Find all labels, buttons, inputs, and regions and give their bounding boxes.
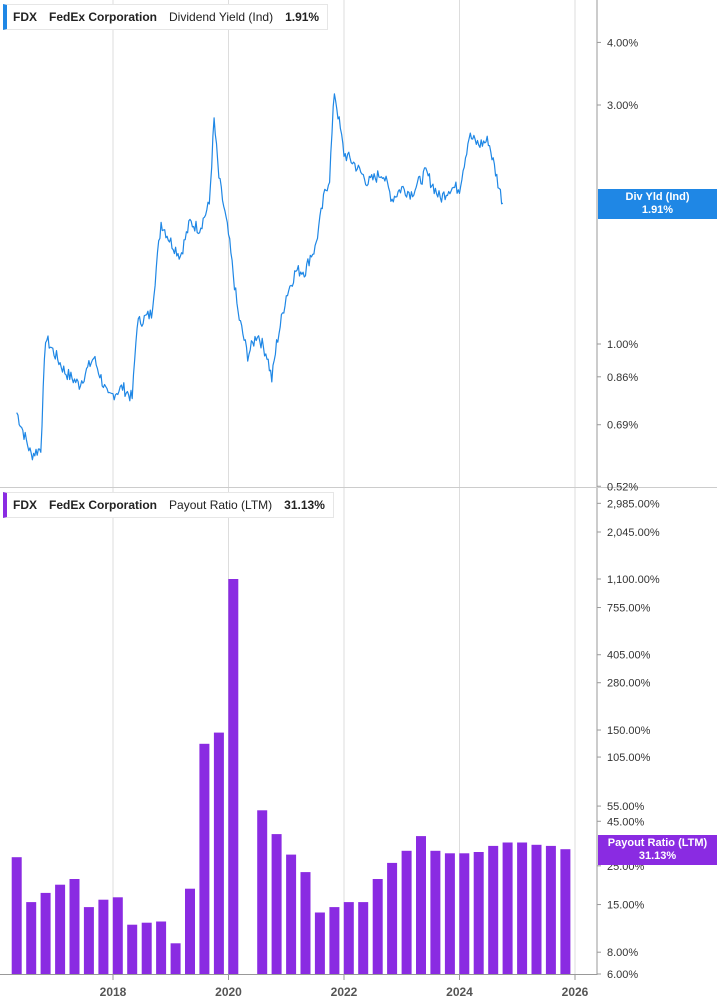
y-tick-label: 0.52%: [607, 481, 638, 493]
legend-company: FedEx Corporation: [49, 10, 158, 24]
payout-bar: [387, 862, 398, 974]
x-tick-label-2022: 2022: [331, 985, 358, 999]
badge-value: 31.13%: [638, 850, 677, 862]
payout-bar: [329, 907, 340, 974]
payout-ratio-panel: [11, 579, 571, 974]
y-tick-label: 755.00%: [607, 603, 651, 615]
payout-bar: [271, 834, 282, 974]
y-tick-label: 6.00%: [607, 969, 638, 981]
dividend-yield-badge: Div Yld (Ind) 1.91%: [598, 189, 717, 219]
payout-bar: [560, 849, 571, 974]
dividend-yield-line: [16, 93, 504, 461]
payout-bar: [401, 850, 412, 974]
payout-bar: [199, 743, 210, 974]
payout-bar: [300, 872, 311, 974]
y-tick-label: 0.86%: [607, 372, 638, 384]
y-tick-label: 280.00%: [607, 678, 651, 690]
payout-bar: [517, 842, 528, 974]
x-tick-label-2026: 2026: [562, 985, 589, 999]
payout-ratio-y-axis: 2,985.00% 2,045.00% 1,100.00% 755.00% 405.00…: [597, 498, 660, 981]
payout-bar: [488, 845, 499, 974]
x-tick-label-2018: 2018: [100, 985, 127, 999]
legend-metric: Payout Ratio (LTM): [169, 498, 273, 512]
payout-bar: [11, 857, 22, 974]
y-tick-label: 0.69%: [607, 420, 638, 432]
payout-bar: [459, 853, 470, 974]
payout-bar: [83, 907, 94, 974]
payout-bar: [372, 879, 383, 974]
y-tick-label: 2,985.00%: [607, 498, 660, 510]
axes: [0, 0, 717, 975]
payout-bar: [286, 854, 297, 974]
payout-bar: [170, 943, 181, 974]
payout-bar: [55, 884, 66, 974]
payout-bar: [257, 810, 268, 974]
payout-bar: [40, 892, 51, 974]
x-axis: 2018 2020 2022 2024 2026: [100, 974, 589, 999]
payout-bar: [343, 902, 354, 974]
payout-bar: [156, 921, 167, 974]
payout-bar: [69, 879, 80, 974]
legend-metric: Dividend Yield (Ind): [169, 10, 274, 24]
payout-bar: [314, 912, 325, 974]
payout-bar: [358, 902, 369, 974]
dividend-yield-y-axis: 4.00% 3.00% 1.00% 0.86% 0.69% 0.52%: [597, 37, 638, 493]
payout-bar: [545, 845, 556, 974]
y-tick-label: 8.00%: [607, 947, 638, 959]
payout-bar: [444, 853, 455, 974]
payout-ratio-badge: Payout Ratio (LTM) 31.13%: [598, 835, 717, 865]
payout-bar: [213, 732, 224, 974]
payout-bar: [473, 852, 484, 974]
payout-bar: [112, 897, 123, 974]
legend-ticker: FDX: [13, 498, 37, 512]
y-tick-label: 1.00%: [607, 339, 638, 351]
payout-bar: [416, 836, 426, 974]
y-tick-label: 55.00%: [607, 801, 645, 813]
y-tick-label: 150.00%: [607, 725, 651, 737]
payout-ratio-legend[interactable]: FDX FedEx Corporation Payout Ratio (LTM)…: [3, 492, 334, 518]
legend-ticker: FDX: [13, 10, 37, 24]
x-tick-label-2020: 2020: [215, 985, 242, 999]
legend-value: 31.13%: [284, 498, 325, 512]
y-tick-label: 4.00%: [607, 37, 638, 49]
payout-bar: [228, 579, 239, 974]
payout-bar: [98, 899, 109, 974]
y-tick-label: 3.00%: [607, 100, 638, 112]
y-tick-label: 2,045.00%: [607, 527, 660, 539]
payout-bar: [127, 924, 138, 974]
payout-bar: [26, 902, 37, 974]
badge-label: Div Yld (Ind): [625, 191, 690, 203]
y-tick-label: 15.00%: [607, 900, 645, 912]
dividend-yield-legend[interactable]: FDX FedEx Corporation Dividend Yield (In…: [3, 4, 329, 30]
y-tick-label: 45.00%: [607, 816, 645, 828]
y-tick-label: 405.00%: [607, 650, 651, 662]
payout-bar: [502, 842, 513, 974]
payout-bar: [430, 850, 441, 974]
legend-value: 1.91%: [285, 10, 320, 24]
dividend-yield-panel: [16, 93, 504, 461]
payout-bar: [185, 888, 195, 974]
payout-bar: [141, 922, 152, 974]
x-tick-label-2024: 2024: [446, 985, 473, 999]
y-tick-label: 105.00%: [607, 752, 651, 764]
y-tick-label: 1,100.00%: [607, 574, 660, 586]
badge-label: Payout Ratio (LTM): [607, 837, 708, 849]
badge-value: 1.91%: [641, 204, 674, 216]
legend-company: FedEx Corporation: [49, 498, 158, 512]
payout-bar: [531, 844, 542, 974]
